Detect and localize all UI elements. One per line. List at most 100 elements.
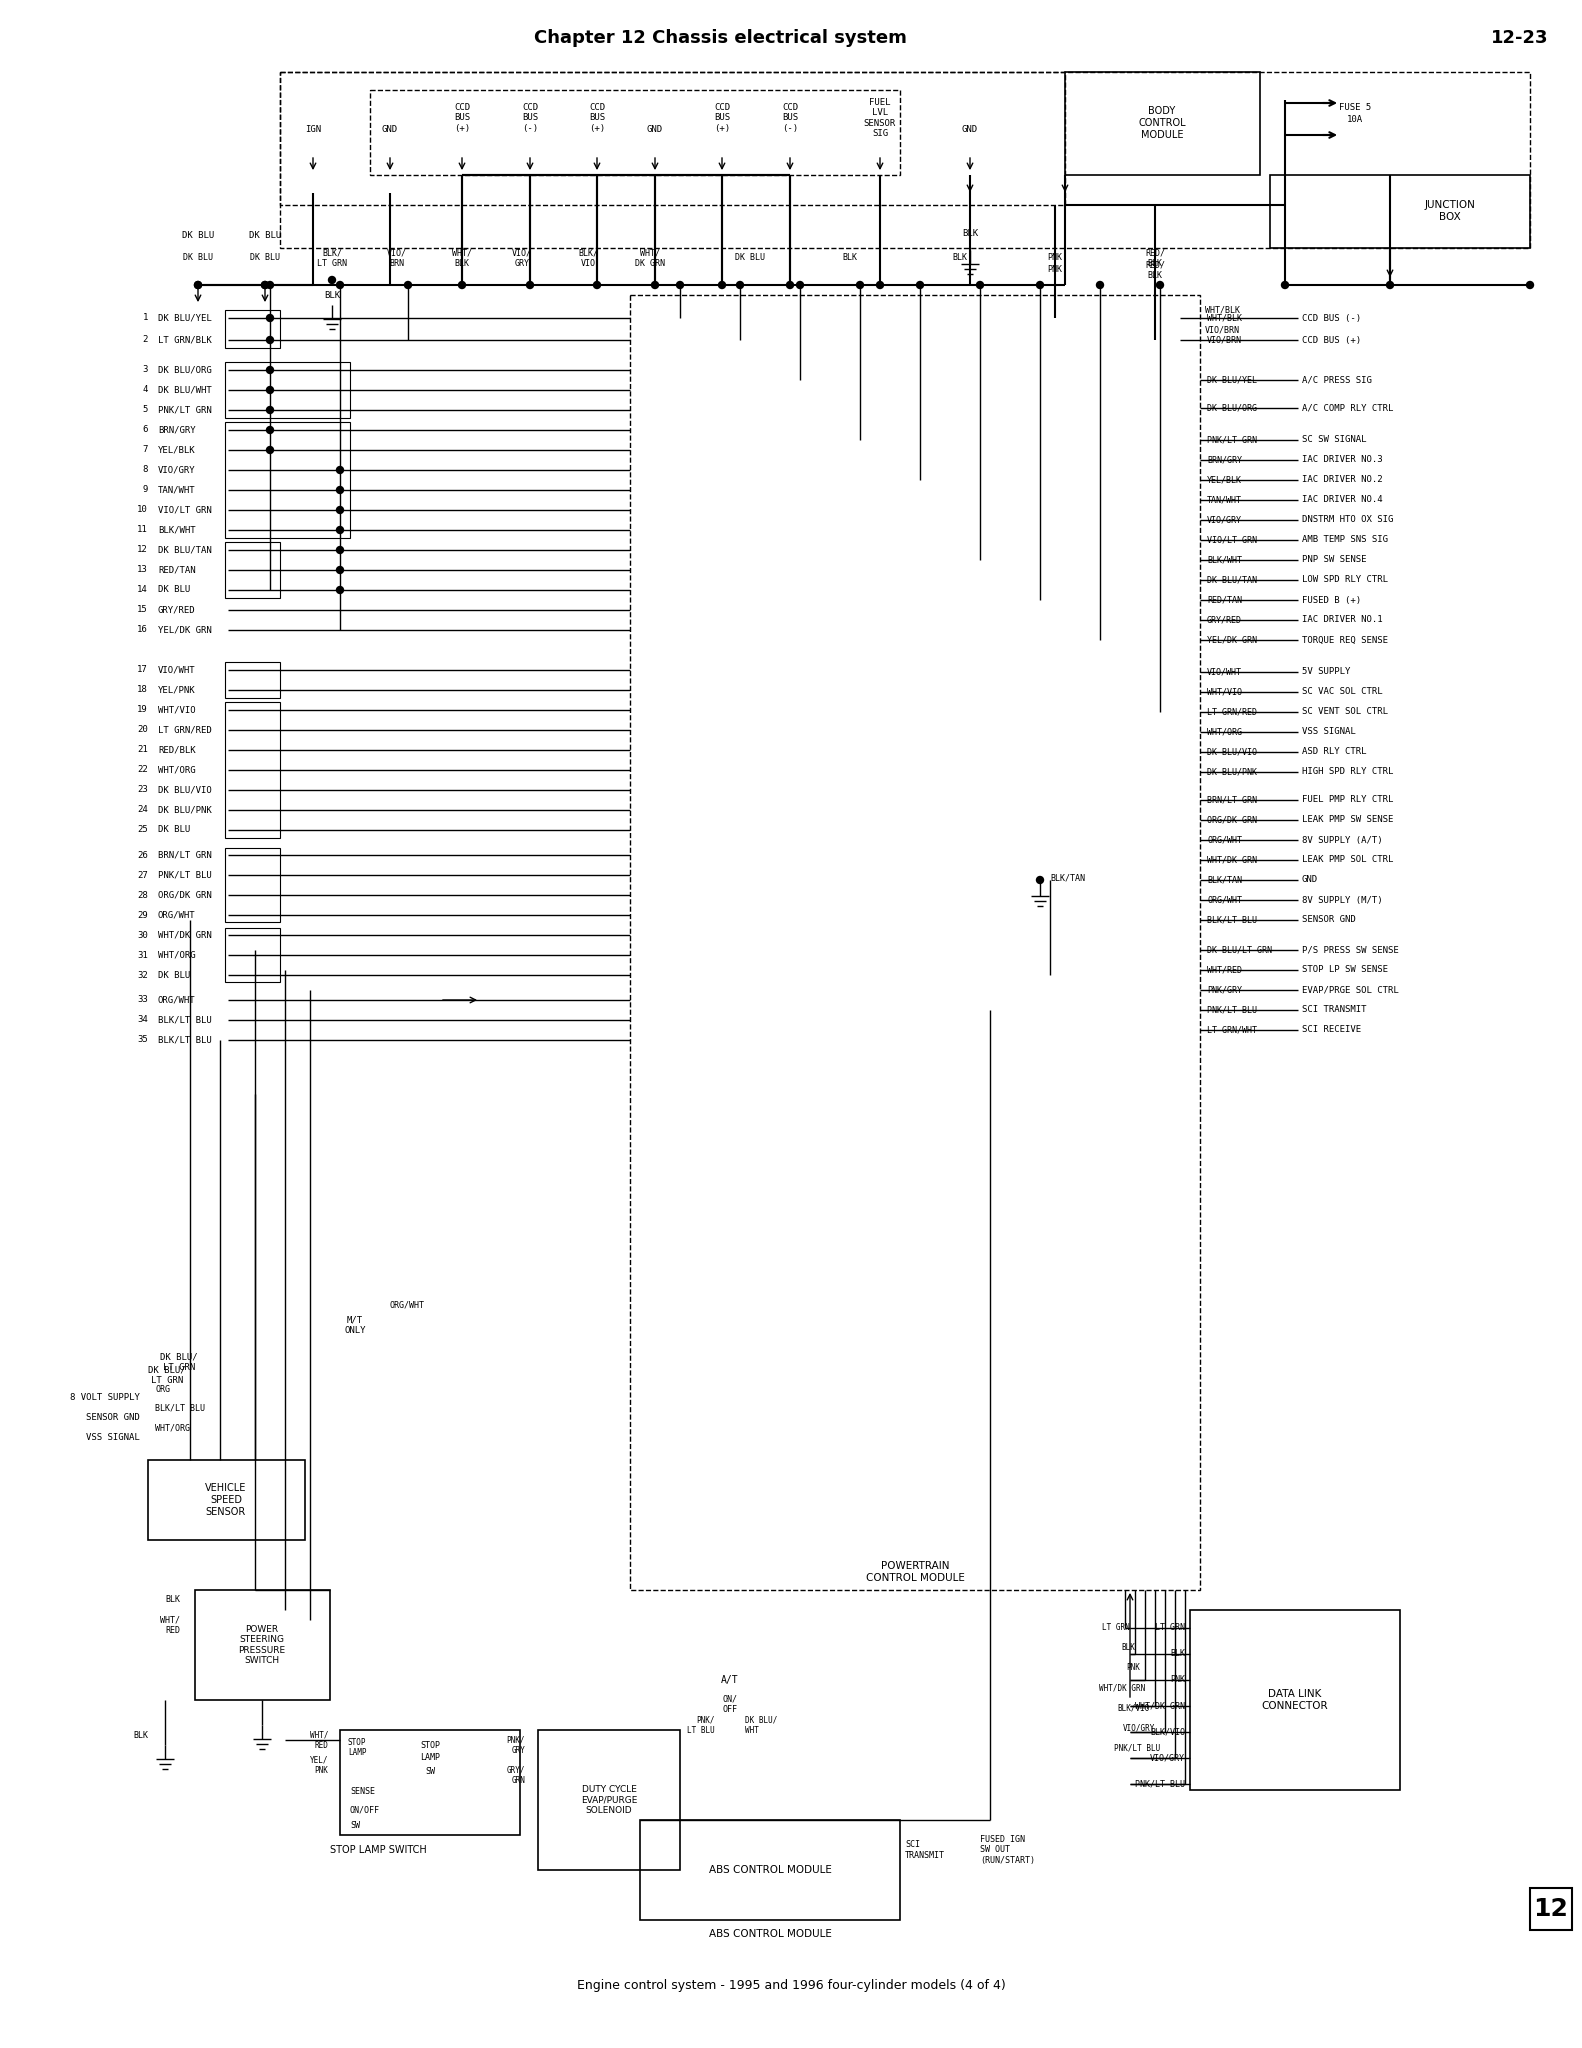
Circle shape xyxy=(527,281,533,289)
Text: WHT/VIO: WHT/VIO xyxy=(158,705,196,715)
Text: YEL/PNK: YEL/PNK xyxy=(158,686,196,694)
Text: PNK: PNK xyxy=(1171,1675,1185,1686)
Text: 10: 10 xyxy=(138,506,149,514)
Text: ORG/DK GRN: ORG/DK GRN xyxy=(158,891,212,899)
Text: VSS SIGNAL: VSS SIGNAL xyxy=(1302,727,1356,737)
Text: WHT/DK GRN: WHT/DK GRN xyxy=(1207,856,1258,864)
Text: PNK/LT BLU: PNK/LT BLU xyxy=(1114,1743,1160,1753)
Text: DK BLU/TAN: DK BLU/TAN xyxy=(158,545,212,555)
Text: BRN/LT GRN: BRN/LT GRN xyxy=(158,850,212,860)
Text: POWERTRAIN
CONTROL MODULE: POWERTRAIN CONTROL MODULE xyxy=(865,1561,965,1583)
Text: DK BLU: DK BLU xyxy=(158,586,190,594)
Circle shape xyxy=(266,387,274,393)
Text: 1: 1 xyxy=(142,313,149,322)
Text: 8: 8 xyxy=(142,465,149,475)
Text: 8V SUPPLY (M/T): 8V SUPPLY (M/T) xyxy=(1302,895,1383,905)
Text: PNK/
LT BLU: PNK/ LT BLU xyxy=(687,1716,715,1735)
Text: VIO/GRY: VIO/GRY xyxy=(1150,1753,1185,1763)
Text: YEL/BLK: YEL/BLK xyxy=(1207,475,1242,485)
Text: 21: 21 xyxy=(138,745,149,754)
Circle shape xyxy=(337,467,343,473)
Text: VIO/LT GRN: VIO/LT GRN xyxy=(1207,535,1258,545)
Text: 34: 34 xyxy=(138,1016,149,1024)
Circle shape xyxy=(266,446,274,453)
Circle shape xyxy=(337,547,343,553)
Text: DK BLU/ORG: DK BLU/ORG xyxy=(158,365,212,375)
Text: DK BLU/VIO: DK BLU/VIO xyxy=(1207,748,1258,756)
Text: CCD
BUS
(-): CCD BUS (-) xyxy=(782,102,797,133)
Circle shape xyxy=(737,281,744,289)
Text: 33: 33 xyxy=(138,995,149,1004)
Text: BLK/
VIO: BLK/ VIO xyxy=(577,248,598,268)
Text: DK BLU/YEL: DK BLU/YEL xyxy=(158,313,212,322)
Circle shape xyxy=(1386,281,1394,289)
Text: 5: 5 xyxy=(142,406,149,414)
Text: DK BLU: DK BLU xyxy=(736,254,766,262)
Text: DK BLU/WHT: DK BLU/WHT xyxy=(158,385,212,395)
Text: WHT/ORG: WHT/ORG xyxy=(158,950,196,961)
Text: DATA LINK
CONNECTOR: DATA LINK CONNECTOR xyxy=(1262,1690,1329,1710)
Text: VIO/BRN: VIO/BRN xyxy=(1205,326,1240,334)
Text: 15: 15 xyxy=(138,606,149,614)
Text: ORG: ORG xyxy=(155,1386,169,1395)
Circle shape xyxy=(337,567,343,573)
Text: 26: 26 xyxy=(138,850,149,860)
Text: BLK: BLK xyxy=(133,1731,149,1739)
Text: YEL/BLK: YEL/BLK xyxy=(158,446,196,455)
Text: GRY/RED: GRY/RED xyxy=(158,606,196,614)
Text: FUSED B (+): FUSED B (+) xyxy=(1302,596,1361,604)
Text: EVAP/PRGE SOL CTRL: EVAP/PRGE SOL CTRL xyxy=(1302,985,1398,995)
Text: TAN/WHT: TAN/WHT xyxy=(158,485,196,494)
Text: VIO/GRY: VIO/GRY xyxy=(158,465,196,475)
Text: YEL/
PNK: YEL/ PNK xyxy=(310,1755,327,1776)
Text: WHT/BLK: WHT/BLK xyxy=(1205,305,1240,315)
Text: VIO/
BRN: VIO/ BRN xyxy=(388,248,407,268)
Text: 3: 3 xyxy=(142,365,149,375)
Text: BLK/LT BLU: BLK/LT BLU xyxy=(1207,915,1258,924)
Text: SC SW SIGNAL: SC SW SIGNAL xyxy=(1302,436,1367,444)
Text: VIO/LT GRN: VIO/LT GRN xyxy=(158,506,212,514)
Text: 18: 18 xyxy=(138,686,149,694)
Text: DK BLU: DK BLU xyxy=(250,254,280,262)
Text: PNK: PNK xyxy=(1047,254,1063,262)
Text: ASD RLY CTRL: ASD RLY CTRL xyxy=(1302,748,1367,756)
Text: IAC DRIVER NO.2: IAC DRIVER NO.2 xyxy=(1302,475,1383,485)
Text: SENSOR GND: SENSOR GND xyxy=(1302,915,1356,924)
Text: LT GRN/RED: LT GRN/RED xyxy=(158,725,212,735)
Text: 2: 2 xyxy=(142,336,149,344)
Circle shape xyxy=(1527,281,1533,289)
Text: BLK: BLK xyxy=(324,291,340,299)
Text: 25: 25 xyxy=(138,825,149,834)
Text: BLK/VIO: BLK/VIO xyxy=(1117,1704,1150,1712)
Text: 6: 6 xyxy=(142,426,149,434)
Text: GND: GND xyxy=(647,125,663,135)
Text: 9: 9 xyxy=(142,485,149,494)
Text: WHT/VIO: WHT/VIO xyxy=(1207,688,1242,696)
Circle shape xyxy=(195,281,201,289)
Circle shape xyxy=(786,281,794,289)
Text: LT GRN/WHT: LT GRN/WHT xyxy=(1207,1026,1258,1034)
Text: STOP: STOP xyxy=(419,1741,440,1749)
Circle shape xyxy=(266,426,274,434)
Text: BLK/LT BLU: BLK/LT BLU xyxy=(155,1403,206,1413)
Text: WHT/ORG: WHT/ORG xyxy=(155,1423,190,1432)
Text: Chapter 12 Chassis electrical system: Chapter 12 Chassis electrical system xyxy=(533,29,906,47)
Circle shape xyxy=(856,281,864,289)
Text: ORG/WHT: ORG/WHT xyxy=(1207,836,1242,844)
Text: BLK: BLK xyxy=(843,254,857,262)
Text: ORG/WHT: ORG/WHT xyxy=(158,995,196,1004)
Text: 28: 28 xyxy=(138,891,149,899)
Text: LT GRN/BLK: LT GRN/BLK xyxy=(158,336,212,344)
Text: FUEL PMP RLY CTRL: FUEL PMP RLY CTRL xyxy=(1302,795,1394,805)
Text: GRY/RED: GRY/RED xyxy=(1207,616,1242,625)
Text: DK BLU: DK BLU xyxy=(182,231,214,240)
Text: WHT/
DK GRN: WHT/ DK GRN xyxy=(634,248,664,268)
Text: AMB TEMP SNS SIG: AMB TEMP SNS SIG xyxy=(1302,535,1387,545)
Text: DNSTRM HTO OX SIG: DNSTRM HTO OX SIG xyxy=(1302,516,1394,524)
Text: IAC DRIVER NO.1: IAC DRIVER NO.1 xyxy=(1302,616,1383,625)
Circle shape xyxy=(266,315,274,322)
Text: 10A: 10A xyxy=(1346,115,1364,125)
Text: 12: 12 xyxy=(138,545,149,555)
Circle shape xyxy=(1156,281,1163,289)
Text: PNK: PNK xyxy=(1126,1663,1141,1673)
